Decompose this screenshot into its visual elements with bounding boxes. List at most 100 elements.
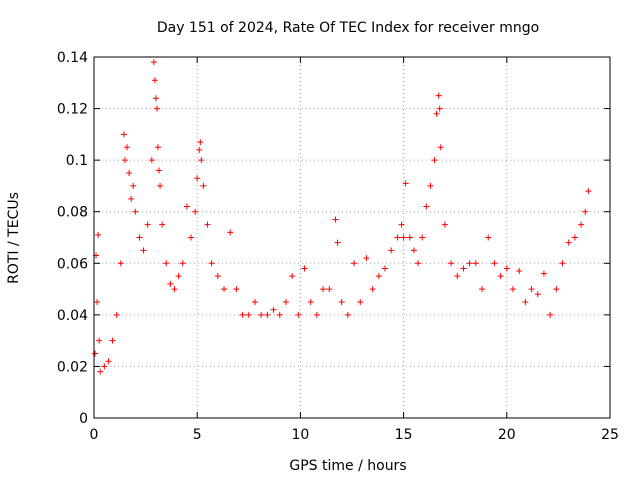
data-point bbox=[198, 157, 205, 164]
data-point bbox=[491, 260, 498, 267]
data-point bbox=[92, 350, 99, 357]
data-point bbox=[276, 311, 283, 318]
data-point bbox=[156, 167, 163, 174]
chart-title: Day 151 of 2024, Rate Of TEC Index for r… bbox=[157, 20, 539, 36]
data-point bbox=[200, 182, 207, 189]
data-point bbox=[233, 286, 240, 293]
x-tick-label: 15 bbox=[395, 427, 413, 443]
data-point bbox=[109, 337, 116, 344]
data-point bbox=[270, 306, 277, 313]
data-point bbox=[338, 298, 345, 305]
grid-lines bbox=[94, 57, 610, 418]
data-point bbox=[454, 273, 461, 280]
data-point bbox=[326, 286, 333, 293]
data-point bbox=[192, 208, 199, 215]
data-point bbox=[214, 273, 221, 280]
data-point bbox=[159, 221, 166, 228]
y-tick-label: 0.12 bbox=[57, 102, 88, 118]
data-point bbox=[167, 280, 174, 287]
plot-frame bbox=[93, 56, 611, 419]
data-point bbox=[151, 77, 158, 84]
data-point bbox=[406, 234, 413, 241]
data-point bbox=[427, 182, 434, 189]
data-point bbox=[132, 208, 139, 215]
y-tick-label: 0.08 bbox=[57, 205, 88, 221]
data-point bbox=[320, 286, 327, 293]
axis-ticks: 0 5 10 15 20 25 0 0.02 0.04 0.06 0.08 0.1 0.12 0.14 bbox=[57, 50, 619, 443]
x-tick-label: 0 bbox=[90, 427, 99, 443]
data-point bbox=[332, 216, 339, 223]
data-point bbox=[264, 311, 271, 318]
data-point bbox=[148, 157, 155, 164]
data-point bbox=[460, 265, 467, 272]
data-point bbox=[398, 221, 405, 228]
y-tick-label: 0.04 bbox=[57, 308, 88, 324]
data-point bbox=[334, 239, 341, 246]
data-point bbox=[388, 247, 395, 254]
data-point bbox=[175, 273, 182, 280]
y-tick-label: 0.06 bbox=[57, 256, 88, 272]
data-point bbox=[528, 286, 535, 293]
data-point bbox=[375, 273, 382, 280]
data-point bbox=[301, 265, 308, 272]
data-point bbox=[152, 95, 159, 102]
data-point bbox=[204, 221, 211, 228]
data-point bbox=[369, 286, 376, 293]
data-point bbox=[179, 260, 186, 267]
data-point bbox=[95, 231, 102, 238]
data-point bbox=[124, 144, 131, 151]
data-point bbox=[130, 182, 137, 189]
data-point bbox=[154, 144, 161, 151]
data-point bbox=[559, 260, 566, 267]
data-point bbox=[448, 260, 455, 267]
data-point bbox=[136, 234, 143, 241]
data-point bbox=[96, 337, 103, 344]
data-point bbox=[258, 311, 265, 318]
data-point bbox=[208, 260, 215, 267]
y-tick-label: 0.02 bbox=[57, 359, 88, 375]
data-point bbox=[121, 157, 128, 164]
data-point bbox=[578, 221, 585, 228]
data-point bbox=[540, 270, 547, 277]
data-point bbox=[313, 311, 320, 318]
data-point bbox=[105, 358, 112, 365]
data-point bbox=[163, 260, 170, 267]
data-point bbox=[245, 311, 252, 318]
data-point bbox=[394, 234, 401, 241]
data-point bbox=[157, 182, 164, 189]
data-point bbox=[227, 229, 234, 236]
data-point bbox=[117, 260, 124, 267]
data-point bbox=[171, 286, 178, 293]
data-point bbox=[522, 298, 529, 305]
data-point bbox=[196, 146, 203, 153]
y-tick-label: 0.14 bbox=[57, 50, 88, 66]
x-tick-label: 5 bbox=[193, 427, 202, 443]
data-point bbox=[423, 203, 430, 210]
data-point bbox=[400, 234, 407, 241]
data-point bbox=[289, 273, 296, 280]
y-tick-label: 0 bbox=[79, 411, 88, 427]
data-point bbox=[472, 260, 479, 267]
y-axis-label: ROTI / TECUs bbox=[6, 192, 22, 284]
data-point bbox=[120, 131, 127, 138]
data-point bbox=[431, 157, 438, 164]
y-tick-label: 0.1 bbox=[66, 153, 88, 169]
data-point bbox=[239, 311, 246, 318]
data-point bbox=[344, 311, 351, 318]
data-point bbox=[194, 175, 201, 182]
data-point bbox=[153, 105, 160, 112]
data-point bbox=[553, 286, 560, 293]
data-point bbox=[479, 286, 486, 293]
data-point bbox=[509, 286, 516, 293]
data-point bbox=[144, 221, 151, 228]
data-point bbox=[221, 286, 228, 293]
data-point bbox=[497, 273, 504, 280]
data-point bbox=[307, 298, 314, 305]
data-point bbox=[547, 311, 554, 318]
data-point bbox=[351, 260, 358, 267]
data-point bbox=[97, 368, 104, 375]
data-point bbox=[435, 92, 442, 99]
x-axis-label: GPS time / hours bbox=[289, 458, 406, 474]
data-point bbox=[585, 188, 592, 195]
